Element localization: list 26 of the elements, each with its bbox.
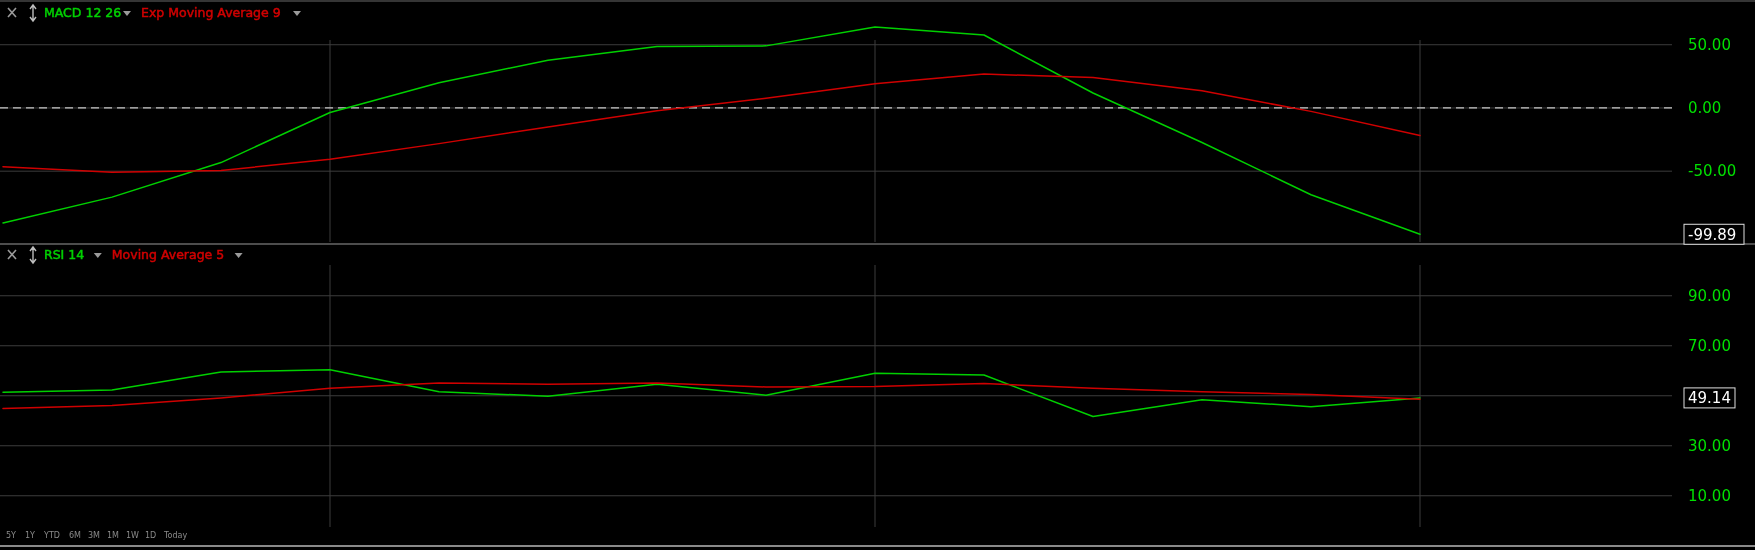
text: Today — [163, 531, 188, 540]
y-tick-label: 0.00 — [1688, 99, 1722, 118]
y-tick-label: 10.00 — [1688, 487, 1731, 505]
text: 1D — [145, 531, 157, 540]
line-series — [2, 73, 1421, 174]
text: 6M — [69, 531, 82, 540]
text: 5Y — [6, 531, 17, 540]
text: 49.14 — [1688, 389, 1731, 408]
line-series — [2, 26, 1421, 236]
y-tick-label: 50.00 — [1688, 35, 1731, 54]
text: -99.89 — [1688, 225, 1737, 244]
text: MACD 12 26 — [44, 5, 122, 20]
line-series — [2, 382, 1421, 410]
text: 3M — [88, 531, 101, 540]
text: Exp Moving Average 9 — [141, 5, 281, 20]
line-series — [2, 369, 1421, 418]
text: 1Y — [25, 531, 36, 540]
text: 1M — [107, 531, 120, 540]
text: RSI 14 — [44, 247, 85, 262]
y-tick-label: 70.00 — [1688, 337, 1731, 355]
text: YTD — [43, 531, 60, 540]
y-tick-label: -50.00 — [1688, 162, 1737, 181]
y-tick-label: 30.00 — [1688, 437, 1731, 455]
y-tick-label: 90.00 — [1688, 287, 1731, 305]
text: Moving Average 5 — [111, 247, 225, 262]
text: 1W — [126, 531, 140, 540]
